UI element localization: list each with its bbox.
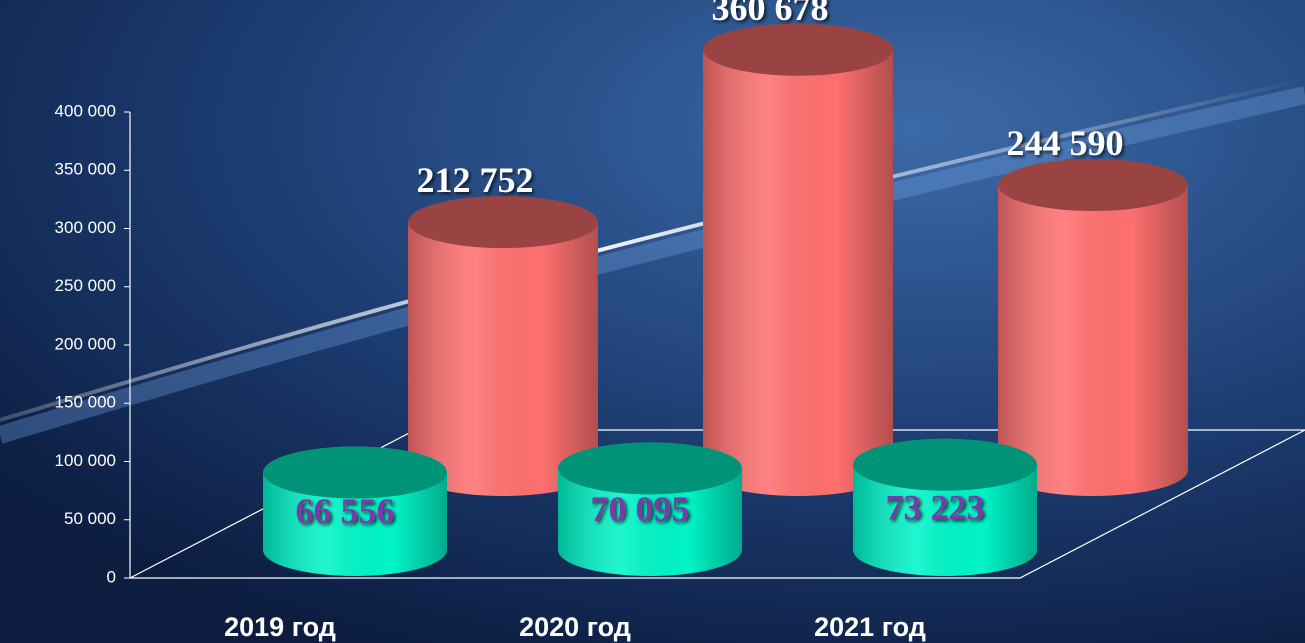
cylinder-top [853,438,1037,491]
value-label: 360 678 [712,0,829,28]
cylinder-top [408,196,598,249]
x-tick-label: 2020 год [519,612,631,642]
x-tick-label: 2019 год [224,612,336,642]
y-tick-label: 300 000 [55,218,116,237]
cylinder-shade [263,472,447,576]
cylinder-top [998,159,1188,212]
y-tick-label: 350 000 [55,160,116,179]
cylinder-top [558,442,742,495]
y-tick-label: 100 000 [55,451,116,470]
value-label: 70 095 [591,489,690,529]
y-tick-label: 150 000 [55,393,116,412]
value-label: 66 556 [296,491,395,531]
y-tick-label: 0 [107,567,116,586]
cylinder-top-shade [558,442,742,495]
cylinder-shade [703,49,893,497]
cylinder-top-shade [703,23,893,76]
y-tick-label: 400 000 [55,101,116,120]
y-tick-label: 250 000 [55,276,116,295]
value-label: 244 590 [1007,123,1124,163]
cylinder-shade [408,222,598,496]
cylinder-top-shade [853,438,1037,491]
y-tick-label: 50 000 [64,509,116,528]
cylinder-shade [998,185,1188,496]
y-tick-label: 200 000 [55,334,116,353]
value-label: 212 752 [417,160,534,200]
cylinder-shade [558,468,742,576]
cylinder-top-shade [998,159,1188,212]
x-tick-label: 2021 год [814,612,926,642]
cylinder-top [703,23,893,76]
cylinder-top-shade [408,196,598,249]
cylinder-top [263,446,447,499]
cylinder-shade [853,464,1037,576]
cylinder-top-shade [263,446,447,499]
value-label: 73 223 [886,487,985,527]
